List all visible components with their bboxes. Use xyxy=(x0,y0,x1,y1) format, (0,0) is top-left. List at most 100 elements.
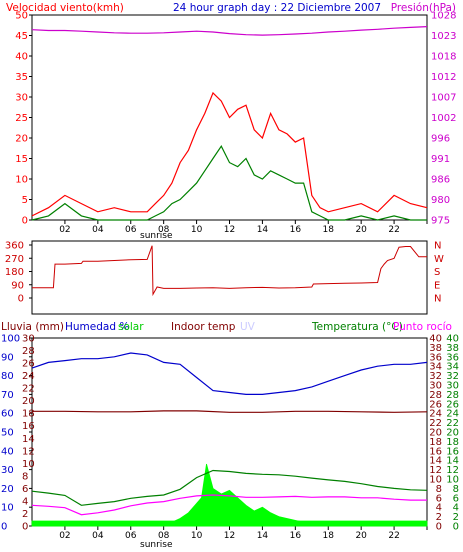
y-tick-label: W xyxy=(434,254,444,265)
y-tick-label: 45 xyxy=(15,31,28,42)
x-tick-label: 06 xyxy=(125,531,137,541)
x-tick-label: 08 xyxy=(158,225,170,235)
y-tick-label: 8 xyxy=(22,471,28,482)
y-tick-label: 0 xyxy=(1,522,7,533)
y-tick-label: 20 xyxy=(1,484,14,495)
x-tick-label: 14 xyxy=(257,531,269,541)
y-tick-label: S xyxy=(434,267,440,278)
y-tick-label: 35 xyxy=(15,72,28,83)
y-tick-label: 20 xyxy=(446,428,459,439)
y-tick-label: 6 xyxy=(453,493,459,504)
wind-direction-plot-area xyxy=(31,240,428,315)
dewpoint-title: Punto rocío xyxy=(393,321,452,333)
y-tick-label: 26 xyxy=(22,359,35,370)
y-tick-label: 22 xyxy=(446,418,459,429)
y-tick-label: 50 xyxy=(15,11,28,22)
y-tick-label: 1018 xyxy=(431,52,456,63)
y-tick-label: 90 xyxy=(1,352,14,363)
y-tick-label: 5 xyxy=(22,195,28,206)
wind-speed-line xyxy=(31,145,427,221)
sunrise-label-top: sunrise xyxy=(140,231,173,241)
wind-gust-line xyxy=(31,91,428,217)
y-tick-label: 6 xyxy=(436,493,442,504)
dewpoint-line xyxy=(31,494,427,516)
sunrise-label-bottom: sunrise xyxy=(140,540,173,550)
y-tick-label: 2 xyxy=(436,512,442,523)
y-tick-label: 38 xyxy=(429,343,442,354)
y-tick-label: 16 xyxy=(446,446,459,457)
y-tick-label: 10 xyxy=(15,175,28,186)
y-tick-label: 24 xyxy=(22,371,35,382)
y-tick-label: 4 xyxy=(453,503,459,514)
y-tick-label: 40 xyxy=(429,334,442,345)
y-tick-label: 0 xyxy=(453,522,459,533)
y-tick-label: 24 xyxy=(446,409,459,420)
y-tick-label: 20 xyxy=(15,134,28,145)
y-tick-label: 4 xyxy=(22,496,28,507)
y-tick-label: 15 xyxy=(15,154,28,165)
y-tick-label: 360 xyxy=(5,241,24,252)
y-tick-label: N xyxy=(434,241,441,252)
y-tick-label: E xyxy=(434,280,440,291)
y-tick-label: 1028 xyxy=(431,11,456,22)
y-tick-label: 10 xyxy=(22,459,35,470)
wind-direction-degrees-axis: 0 90 180 270 360 xyxy=(5,241,32,305)
y-tick-label: 0 xyxy=(436,522,442,533)
pressure-title: Presión(hPa) xyxy=(391,2,456,14)
y-tick-label: 30 xyxy=(15,93,28,104)
y-tick-label: 24 xyxy=(429,409,442,420)
wind-direction-line xyxy=(32,245,427,297)
y-tick-label: 18 xyxy=(429,437,442,448)
x-tick-label: 14 xyxy=(257,225,269,235)
date-title: 24 hour graph day : 22 Diciembre 2007 xyxy=(173,2,381,14)
y-tick-label: 100 xyxy=(1,334,20,345)
x-tick-label: 16 xyxy=(290,531,302,541)
y-tick-label: 0 xyxy=(22,216,28,227)
y-tick-label: 90 xyxy=(11,280,24,291)
y-tick-label: 975 xyxy=(431,216,450,227)
y-tick-label: 10 xyxy=(429,475,442,486)
y-tick-label: 4 xyxy=(436,503,442,514)
y-tick-label: 0 xyxy=(18,294,24,305)
y-tick-label: 0 xyxy=(22,522,28,533)
y-tick-label: 34 xyxy=(429,362,442,373)
x-tick-label: 06 xyxy=(125,225,137,235)
y-tick-label: 22 xyxy=(429,418,442,429)
y-tick-label: 980 xyxy=(431,195,450,206)
y-tick-label: 2 xyxy=(453,512,459,523)
wind-speed-axis: 0 5 10 15 20 25 30 35 40 45 50 xyxy=(15,11,32,227)
y-tick-label: 270 xyxy=(5,254,24,265)
y-tick-label: N xyxy=(434,294,441,305)
indoor-temp-line xyxy=(32,410,428,413)
y-tick-label: 32 xyxy=(429,371,442,382)
y-tick-label: 16 xyxy=(22,421,35,432)
x-tick-label: 20 xyxy=(355,531,367,541)
y-tick-label: 22 xyxy=(22,384,35,395)
y-tick-label: 18 xyxy=(446,437,459,448)
x-tick-label: 18 xyxy=(323,225,335,235)
y-tick-label: 14 xyxy=(22,434,35,445)
y-tick-label: 30 xyxy=(446,381,459,392)
y-tick-label: 12 xyxy=(429,465,442,476)
y-tick-label: 2 xyxy=(22,509,28,520)
y-tick-label: 30 xyxy=(22,334,35,345)
x-tick-label: 12 xyxy=(224,531,235,541)
y-tick-label: 16 xyxy=(429,446,442,457)
y-tick-label: 1002 xyxy=(431,113,456,124)
y-tick-label: 1012 xyxy=(431,72,456,83)
y-tick-label: 70 xyxy=(1,390,14,401)
x-tick-label: 10 xyxy=(191,531,203,541)
x-tick-label: 22 xyxy=(388,225,399,235)
y-tick-label: 30 xyxy=(429,381,442,392)
y-tick-label: 26 xyxy=(446,399,459,410)
y-tick-label: 14 xyxy=(429,456,442,467)
y-tick-label: 6 xyxy=(22,484,28,495)
x-tick-label: 02 xyxy=(59,531,70,541)
y-tick-label: 26 xyxy=(429,399,442,410)
y-tick-label: 28 xyxy=(446,390,459,401)
